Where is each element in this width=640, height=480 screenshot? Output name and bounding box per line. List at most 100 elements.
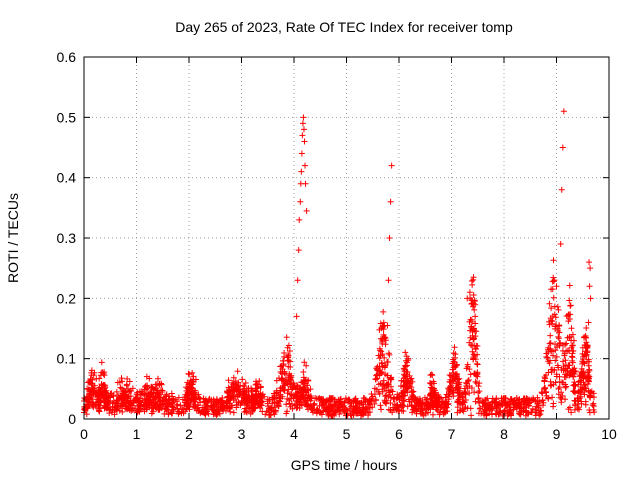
data-point bbox=[381, 334, 388, 341]
data-point bbox=[177, 402, 184, 409]
data-point bbox=[270, 394, 277, 401]
data-point bbox=[304, 397, 311, 404]
data-point bbox=[376, 345, 383, 352]
data-point bbox=[474, 351, 481, 358]
data-point bbox=[558, 396, 565, 403]
data-point bbox=[464, 378, 471, 385]
data-point bbox=[279, 366, 286, 373]
data-point bbox=[402, 373, 409, 380]
data-point bbox=[344, 410, 351, 417]
data-point bbox=[175, 394, 182, 401]
data-point bbox=[414, 400, 421, 407]
data-point bbox=[101, 403, 108, 410]
data-point bbox=[463, 365, 470, 372]
data-point bbox=[550, 403, 557, 410]
data-point bbox=[238, 399, 245, 406]
data-point bbox=[401, 398, 408, 405]
data-point bbox=[280, 384, 287, 391]
data-point bbox=[299, 120, 306, 127]
data-point bbox=[152, 404, 159, 411]
data-point bbox=[496, 399, 503, 406]
data-point bbox=[390, 406, 397, 413]
x-tick-label: 5 bbox=[343, 426, 351, 442]
data-point bbox=[243, 409, 250, 416]
data-point bbox=[294, 383, 301, 390]
data-point bbox=[375, 388, 382, 395]
data-point bbox=[471, 306, 478, 313]
data-point bbox=[124, 375, 131, 382]
data-point bbox=[369, 404, 376, 411]
x-tick-label: 8 bbox=[500, 426, 508, 442]
data-point bbox=[375, 352, 382, 359]
data-point bbox=[283, 410, 290, 417]
data-point bbox=[555, 391, 562, 398]
data-point bbox=[280, 357, 287, 364]
data-point bbox=[196, 394, 203, 401]
data-point bbox=[562, 381, 569, 388]
data-point bbox=[86, 394, 93, 401]
data-point bbox=[516, 404, 523, 411]
data-point bbox=[585, 319, 592, 326]
data-point bbox=[586, 375, 593, 382]
data-point bbox=[427, 372, 434, 379]
data-point bbox=[181, 394, 188, 401]
data-point bbox=[118, 400, 125, 407]
data-point bbox=[568, 409, 575, 416]
data-point bbox=[218, 401, 225, 408]
data-point bbox=[553, 373, 560, 380]
data-point bbox=[470, 291, 477, 298]
data-point bbox=[153, 389, 160, 396]
data-point bbox=[552, 357, 559, 364]
data-point bbox=[583, 325, 590, 332]
data-point bbox=[469, 332, 476, 339]
data-point bbox=[546, 340, 553, 347]
data-point bbox=[587, 389, 594, 396]
data-point bbox=[442, 400, 449, 407]
data-point bbox=[368, 391, 375, 398]
data-point bbox=[379, 364, 386, 371]
data-point bbox=[469, 281, 476, 288]
data-point bbox=[264, 396, 271, 403]
data-point bbox=[583, 352, 590, 359]
data-point bbox=[376, 363, 383, 370]
data-point bbox=[548, 348, 555, 355]
data-point bbox=[533, 403, 540, 410]
data-point bbox=[284, 390, 291, 397]
data-point bbox=[88, 380, 95, 387]
data-point bbox=[428, 371, 435, 378]
data-point bbox=[155, 406, 162, 413]
data-point bbox=[452, 376, 459, 383]
data-point bbox=[234, 368, 241, 375]
data-point bbox=[202, 399, 209, 406]
data-point bbox=[378, 369, 385, 376]
data-point bbox=[187, 377, 194, 384]
data-point bbox=[107, 406, 114, 413]
data-point bbox=[486, 402, 493, 409]
data-point bbox=[300, 399, 307, 406]
data-point bbox=[275, 403, 282, 410]
data-point bbox=[569, 350, 576, 357]
data-point bbox=[385, 387, 392, 394]
data-point bbox=[552, 341, 559, 348]
data-point bbox=[352, 402, 359, 409]
data-point bbox=[186, 371, 193, 378]
data-point bbox=[318, 402, 325, 409]
data-point bbox=[100, 370, 107, 377]
data-point bbox=[146, 398, 153, 405]
data-point bbox=[98, 359, 105, 366]
data-point bbox=[474, 373, 481, 380]
data-point bbox=[566, 282, 573, 289]
data-point bbox=[470, 274, 477, 281]
data-point bbox=[381, 398, 388, 405]
data-point bbox=[389, 388, 396, 395]
data-point bbox=[466, 366, 473, 373]
data-point bbox=[100, 394, 107, 401]
data-point bbox=[379, 381, 386, 388]
data-point bbox=[112, 406, 119, 413]
data-point bbox=[502, 407, 509, 414]
data-point bbox=[252, 385, 259, 392]
data-point bbox=[288, 391, 295, 398]
data-point bbox=[429, 411, 436, 418]
data-point bbox=[524, 395, 531, 402]
